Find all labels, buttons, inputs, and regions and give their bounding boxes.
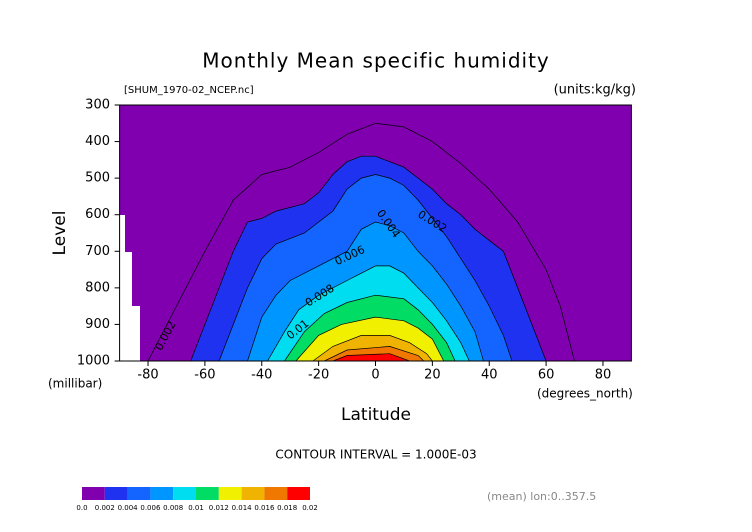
colorbar-swatch [150,487,174,500]
x-unit: (degrees_north) [537,387,633,401]
colorbar-swatch [104,487,128,500]
y-tick-label: 700 [85,244,110,259]
colorbar-label: 0.006 [140,504,161,512]
y-tick-label: 600 [85,207,110,222]
colorbar-swatch [264,487,288,500]
colorbar-swatch [173,487,196,500]
y-tick-label: 300 [85,98,110,113]
colorbar-swatch [241,487,265,500]
y-unit: (millibar) [48,377,102,391]
y-axis-label: Level [50,211,70,256]
colorbar-label: 0.0 [76,504,87,512]
contour-line [147,122,575,362]
x-tick-label: 0 [371,368,379,383]
colorbar-swatch [82,487,105,500]
y-tick-label: 400 [85,134,110,149]
colorbar-label: 0.014 [232,504,253,512]
colorbar-swatch [127,487,151,500]
colorbar-label: 0.008 [163,504,183,512]
chart-title: Monthly Mean specific humidity [202,49,550,73]
subtitle-right: (units:kg/kg) [554,83,636,98]
missing-data [119,215,140,361]
colorbar-label: 0.018 [277,504,297,512]
colorbar-label: 0.016 [254,504,275,512]
x-tick-label: -40 [251,368,272,383]
footer: (mean) lon:0..357.5 [487,490,596,503]
y-tick-label: 1000 [77,354,110,369]
y-tick-label: 900 [85,317,110,332]
x-tick-label: 80 [595,368,612,383]
colorbar-label: 0.002 [95,504,115,512]
subtitle-left: [SHUM_1970-02_NCEP.nc] [124,85,254,96]
y-tick-label: 800 [85,280,110,295]
colorbar-label: 0.004 [118,504,139,512]
y-tick-label: 500 [85,171,110,186]
colorbar-swatch [218,487,242,500]
x-tick-label: 40 [481,368,498,383]
colorbar-swatch [196,487,219,500]
colorbar-label: 0.02 [302,504,318,512]
x-tick-label: 60 [538,368,555,383]
colorbar-swatch [287,487,310,500]
colorbar-label: 0.01 [188,504,204,512]
x-axis-label: Latitude [341,405,411,425]
x-tick-label: -20 [308,368,329,383]
contour-interval: CONTOUR INTERVAL = 1.000E-03 [275,448,476,462]
x-tick-label: -60 [194,368,215,383]
colorbar-label: 0.012 [209,504,229,512]
x-tick-label: -80 [137,368,158,383]
x-tick-label: 20 [424,368,441,383]
